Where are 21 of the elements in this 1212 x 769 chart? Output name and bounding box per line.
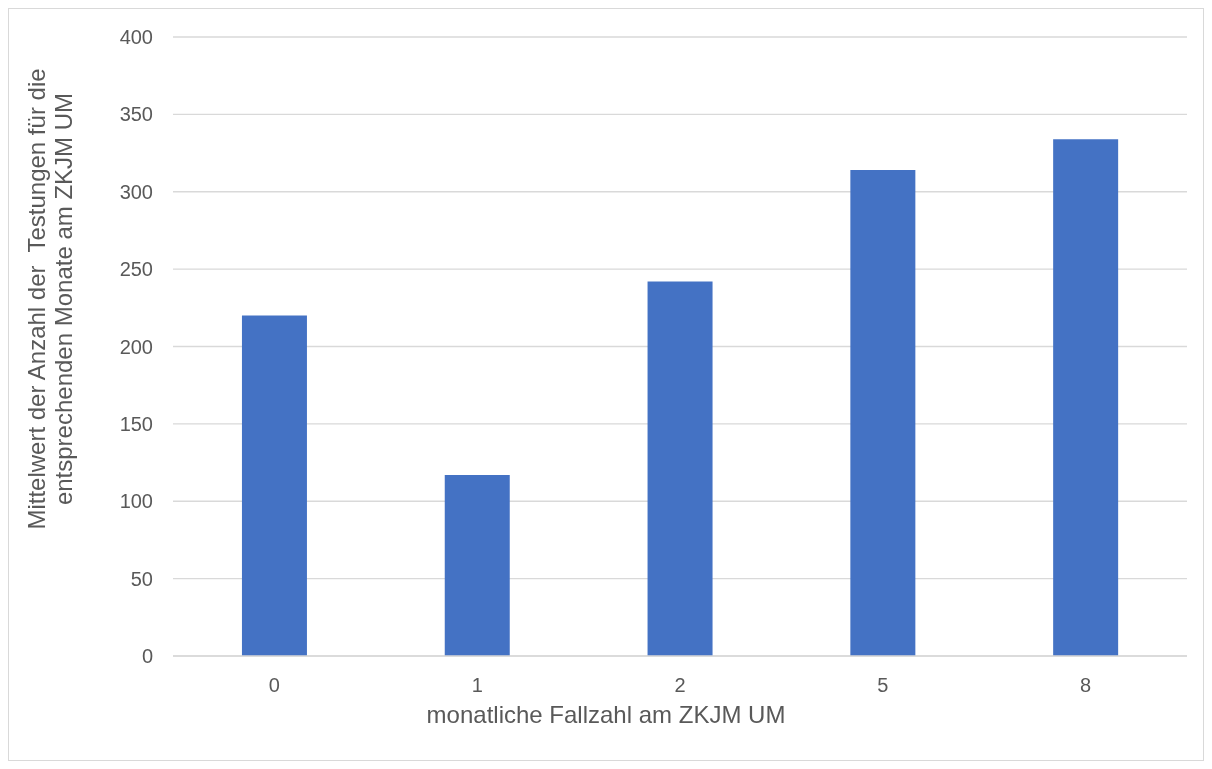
- y-tick-label: 100: [119, 490, 153, 513]
- y-tick-label: 250: [119, 258, 153, 281]
- y-tick-label: 50: [130, 567, 153, 590]
- x-tick-label: 1: [471, 674, 483, 697]
- x-axis-title: monatliche Fallzahl am ZKJM UM: [426, 701, 786, 728]
- bar: [241, 315, 307, 656]
- y-axis-title: Mittelwert der Anzahl der Testungen für die entsprechenden Monate am ZKJM UM: [22, 68, 76, 530]
- bar: [647, 281, 713, 656]
- y-tick-label: 300: [119, 180, 153, 203]
- x-tick-label: 5: [877, 674, 889, 697]
- y-tick-label: 350: [119, 103, 153, 126]
- y-tick-label: 150: [119, 412, 153, 435]
- y-tick-label: 400: [119, 26, 153, 49]
- x-tick-label: 8: [1080, 674, 1092, 697]
- x-tick-label: 2: [674, 674, 686, 697]
- y-tick-label: 0: [141, 645, 153, 668]
- bar: [1053, 139, 1119, 656]
- x-tick-label: 0: [268, 674, 280, 697]
- bar: [850, 170, 916, 656]
- bar: [444, 474, 510, 656]
- y-tick-label: 200: [119, 335, 153, 358]
